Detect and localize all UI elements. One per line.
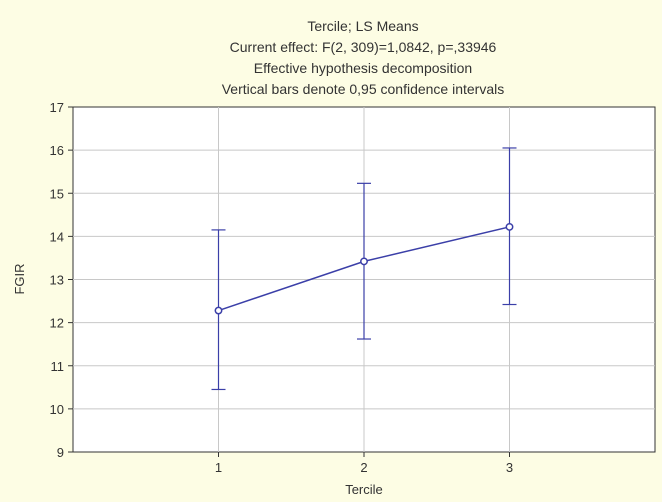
y-tick-label: 10 (50, 402, 64, 417)
data-point (360, 257, 368, 266)
x-tick-label: 2 (360, 460, 367, 475)
y-tick-label: 13 (50, 273, 64, 288)
x-tick-label: 3 (506, 460, 513, 475)
chart-title-block: Tercile; LS Means Current effect: F(2, 3… (222, 18, 505, 97)
y-axis-ticks: 9 10 11 12 13 14 15 16 17 (50, 100, 73, 460)
x-axis-ticks: 1 2 3 (215, 452, 513, 475)
y-tick-label: 14 (50, 229, 64, 244)
chart-title: Tercile; LS Means (307, 18, 418, 34)
y-axis-label: FGIR (12, 263, 27, 294)
x-axis-label: Tercile (345, 482, 383, 497)
y-tick-label: 16 (50, 143, 64, 158)
chart-subtitle-ci-note: Vertical bars denote 0,95 confidence int… (222, 81, 505, 97)
y-tick-label: 9 (57, 445, 64, 460)
y-tick-label: 15 (50, 186, 64, 201)
series-group (211, 147, 517, 391)
chart-subtitle-effect: Current effect: F(2, 309)=1,0842, p=,339… (230, 39, 497, 55)
chart-subtitle-decomposition: Effective hypothesis decomposition (254, 60, 472, 76)
x-tick-label: 1 (215, 460, 222, 475)
y-tick-label: 12 (50, 316, 64, 331)
data-point (505, 222, 514, 231)
data-point (214, 306, 223, 315)
y-tick-label: 11 (51, 359, 65, 374)
y-tick-label: 17 (50, 100, 64, 115)
